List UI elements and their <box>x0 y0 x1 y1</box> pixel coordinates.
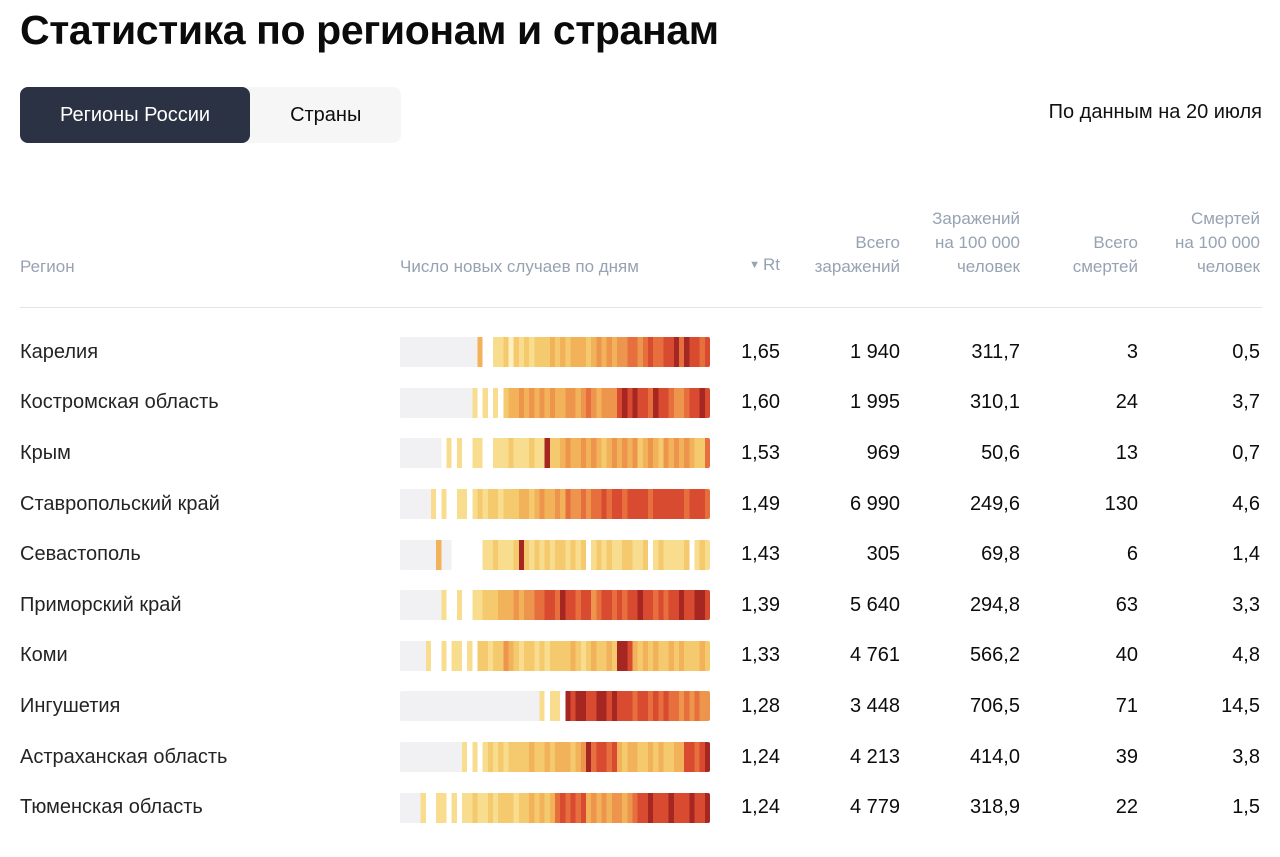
region-name: Коми <box>20 644 68 667</box>
region-name: Ингушетия <box>20 694 121 717</box>
tab-russian-regions[interactable]: Регионы России <box>20 87 251 143</box>
infected-per-100k-value: 294,8 <box>969 593 1020 616</box>
rt-value: 1,24 <box>741 745 780 768</box>
total-infected-value: 6 990 <box>849 492 900 515</box>
region-name: Астраханская область <box>20 745 228 768</box>
region-name: Тюменская область <box>20 796 203 819</box>
total-deaths-value: 130 <box>1104 492 1138 515</box>
data-as-of-label: По данным на 20 июля <box>1048 101 1262 123</box>
infected-per-100k-value: 69,8 <box>981 543 1020 566</box>
total-infected-value: 5 640 <box>849 593 900 616</box>
daily-cases-heatmap <box>400 590 710 621</box>
region-name: Севастополь <box>20 543 141 566</box>
table-body: Карелия 1,65 1 940 311,7 3 0,5 Костромск… <box>20 308 1262 833</box>
column-header-deaths-per-100k: Смертей на 100 000 человек <box>1174 209 1260 276</box>
infected-per-100k-value: 706,5 <box>969 694 1020 717</box>
column-header-infected-per-100k: Заражений на 100 000 человек <box>932 209 1020 276</box>
topbar: Регионы России Страны По данным на 20 ию… <box>20 87 1262 143</box>
region-name: Ставропольский край <box>20 492 220 515</box>
infected-per-100k-value: 249,6 <box>969 492 1020 515</box>
table-row: Ставропольский край 1,49 6 990 249,6 130… <box>20 479 1262 530</box>
total-infected-value: 4 761 <box>849 644 900 667</box>
table-row: Крым 1,53 969 50,6 13 0,7 <box>20 428 1262 479</box>
table-row: Коми 1,33 4 761 566,2 40 4,8 <box>20 631 1262 682</box>
daily-cases-heatmap <box>400 539 710 570</box>
total-deaths-value: 40 <box>1115 644 1138 667</box>
table-header-row: Регион Число новых случаев по дням ▼ Rt В… <box>20 207 1262 308</box>
deaths-per-100k-value: 0,5 <box>1232 340 1260 363</box>
column-header-region: Регион <box>20 257 75 276</box>
regions-table: Регион Число новых случаев по дням ▼ Rt В… <box>20 207 1262 833</box>
deaths-per-100k-value: 3,8 <box>1232 745 1260 768</box>
rt-value: 1,65 <box>741 340 780 363</box>
region-name: Костромская область <box>20 391 219 414</box>
rt-value: 1,39 <box>741 593 780 616</box>
tab-group: Регионы России Страны <box>20 87 402 143</box>
infected-per-100k-value: 50,6 <box>981 441 1020 464</box>
total-infected-value: 305 <box>866 543 900 566</box>
deaths-per-100k-value: 1,4 <box>1232 543 1260 566</box>
covid-stats-page: Статистика по регионам и странам Регионы… <box>0 6 1280 833</box>
deaths-per-100k-value: 4,6 <box>1232 492 1260 515</box>
total-infected-value: 4 213 <box>849 745 900 768</box>
column-header-daily-cases: Число новых случаев по дням <box>400 257 639 276</box>
infected-per-100k-value: 566,2 <box>969 644 1020 667</box>
table-row: Приморский край 1,39 5 640 294,8 63 3,3 <box>20 580 1262 631</box>
rt-value: 1,53 <box>741 441 780 464</box>
rt-value: 1,60 <box>741 391 780 414</box>
deaths-per-100k-value: 4,8 <box>1232 644 1260 667</box>
deaths-per-100k-value: 3,3 <box>1232 593 1260 616</box>
deaths-per-100k-value: 3,7 <box>1232 391 1260 414</box>
page-title: Статистика по регионам и странам <box>20 7 719 53</box>
region-name: Крым <box>20 441 71 464</box>
table-row: Костромская область 1,60 1 995 310,1 24 … <box>20 378 1262 429</box>
daily-cases-heatmap <box>400 742 710 773</box>
total-deaths-value: 6 <box>1126 543 1138 566</box>
total-infected-value: 3 448 <box>849 694 900 717</box>
total-deaths-value: 39 <box>1115 745 1138 768</box>
daily-cases-heatmap <box>400 387 710 418</box>
total-deaths-value: 24 <box>1115 391 1138 414</box>
table-row: Ингушетия 1,28 3 448 706,5 71 14,5 <box>20 681 1262 732</box>
table-row: Карелия 1,65 1 940 311,7 3 0,5 <box>20 327 1262 378</box>
total-infected-value: 969 <box>866 441 900 464</box>
total-deaths-value: 13 <box>1115 441 1138 464</box>
sort-desc-icon: ▼ <box>749 259 760 271</box>
rt-header-label: Rt <box>763 255 780 274</box>
daily-cases-heatmap <box>400 489 710 520</box>
total-infected-value: 1 995 <box>849 391 900 414</box>
total-deaths-value: 3 <box>1126 340 1138 363</box>
column-header-total-infected: Всего заражений <box>814 233 900 276</box>
daily-cases-heatmap <box>400 337 710 368</box>
total-deaths-value: 71 <box>1115 694 1138 717</box>
rt-value: 1,33 <box>741 644 780 667</box>
table-row: Астраханская область 1,24 4 213 414,0 39… <box>20 732 1262 783</box>
total-deaths-value: 22 <box>1115 796 1138 819</box>
deaths-per-100k-value: 0,7 <box>1232 441 1260 464</box>
table-row: Тюменская область 1,24 4 779 318,9 22 1,… <box>20 782 1262 833</box>
daily-cases-heatmap <box>400 640 710 671</box>
deaths-per-100k-value: 14,5 <box>1221 694 1260 717</box>
rt-value: 1,49 <box>741 492 780 515</box>
column-header-total-deaths: Всего смертей <box>1072 233 1138 276</box>
rt-value: 1,24 <box>741 796 780 819</box>
daily-cases-heatmap <box>400 691 710 722</box>
column-header-rt[interactable]: ▼ Rt <box>710 253 780 279</box>
infected-per-100k-value: 310,1 <box>969 391 1020 414</box>
region-name: Приморский край <box>20 593 182 616</box>
daily-cases-heatmap <box>400 438 710 469</box>
total-deaths-value: 63 <box>1115 593 1138 616</box>
rt-value: 1,43 <box>741 543 780 566</box>
total-infected-value: 1 940 <box>849 340 900 363</box>
daily-cases-heatmap <box>400 792 710 823</box>
deaths-per-100k-value: 1,5 <box>1232 796 1260 819</box>
infected-per-100k-value: 311,7 <box>971 340 1020 363</box>
table-row: Севастополь 1,43 305 69,8 6 1,4 <box>20 529 1262 580</box>
region-name: Карелия <box>20 340 99 363</box>
tab-countries[interactable]: Страны <box>250 87 401 143</box>
infected-per-100k-value: 414,0 <box>969 745 1020 768</box>
rt-value: 1,28 <box>741 694 780 717</box>
infected-per-100k-value: 318,9 <box>969 796 1020 819</box>
total-infected-value: 4 779 <box>849 796 900 819</box>
